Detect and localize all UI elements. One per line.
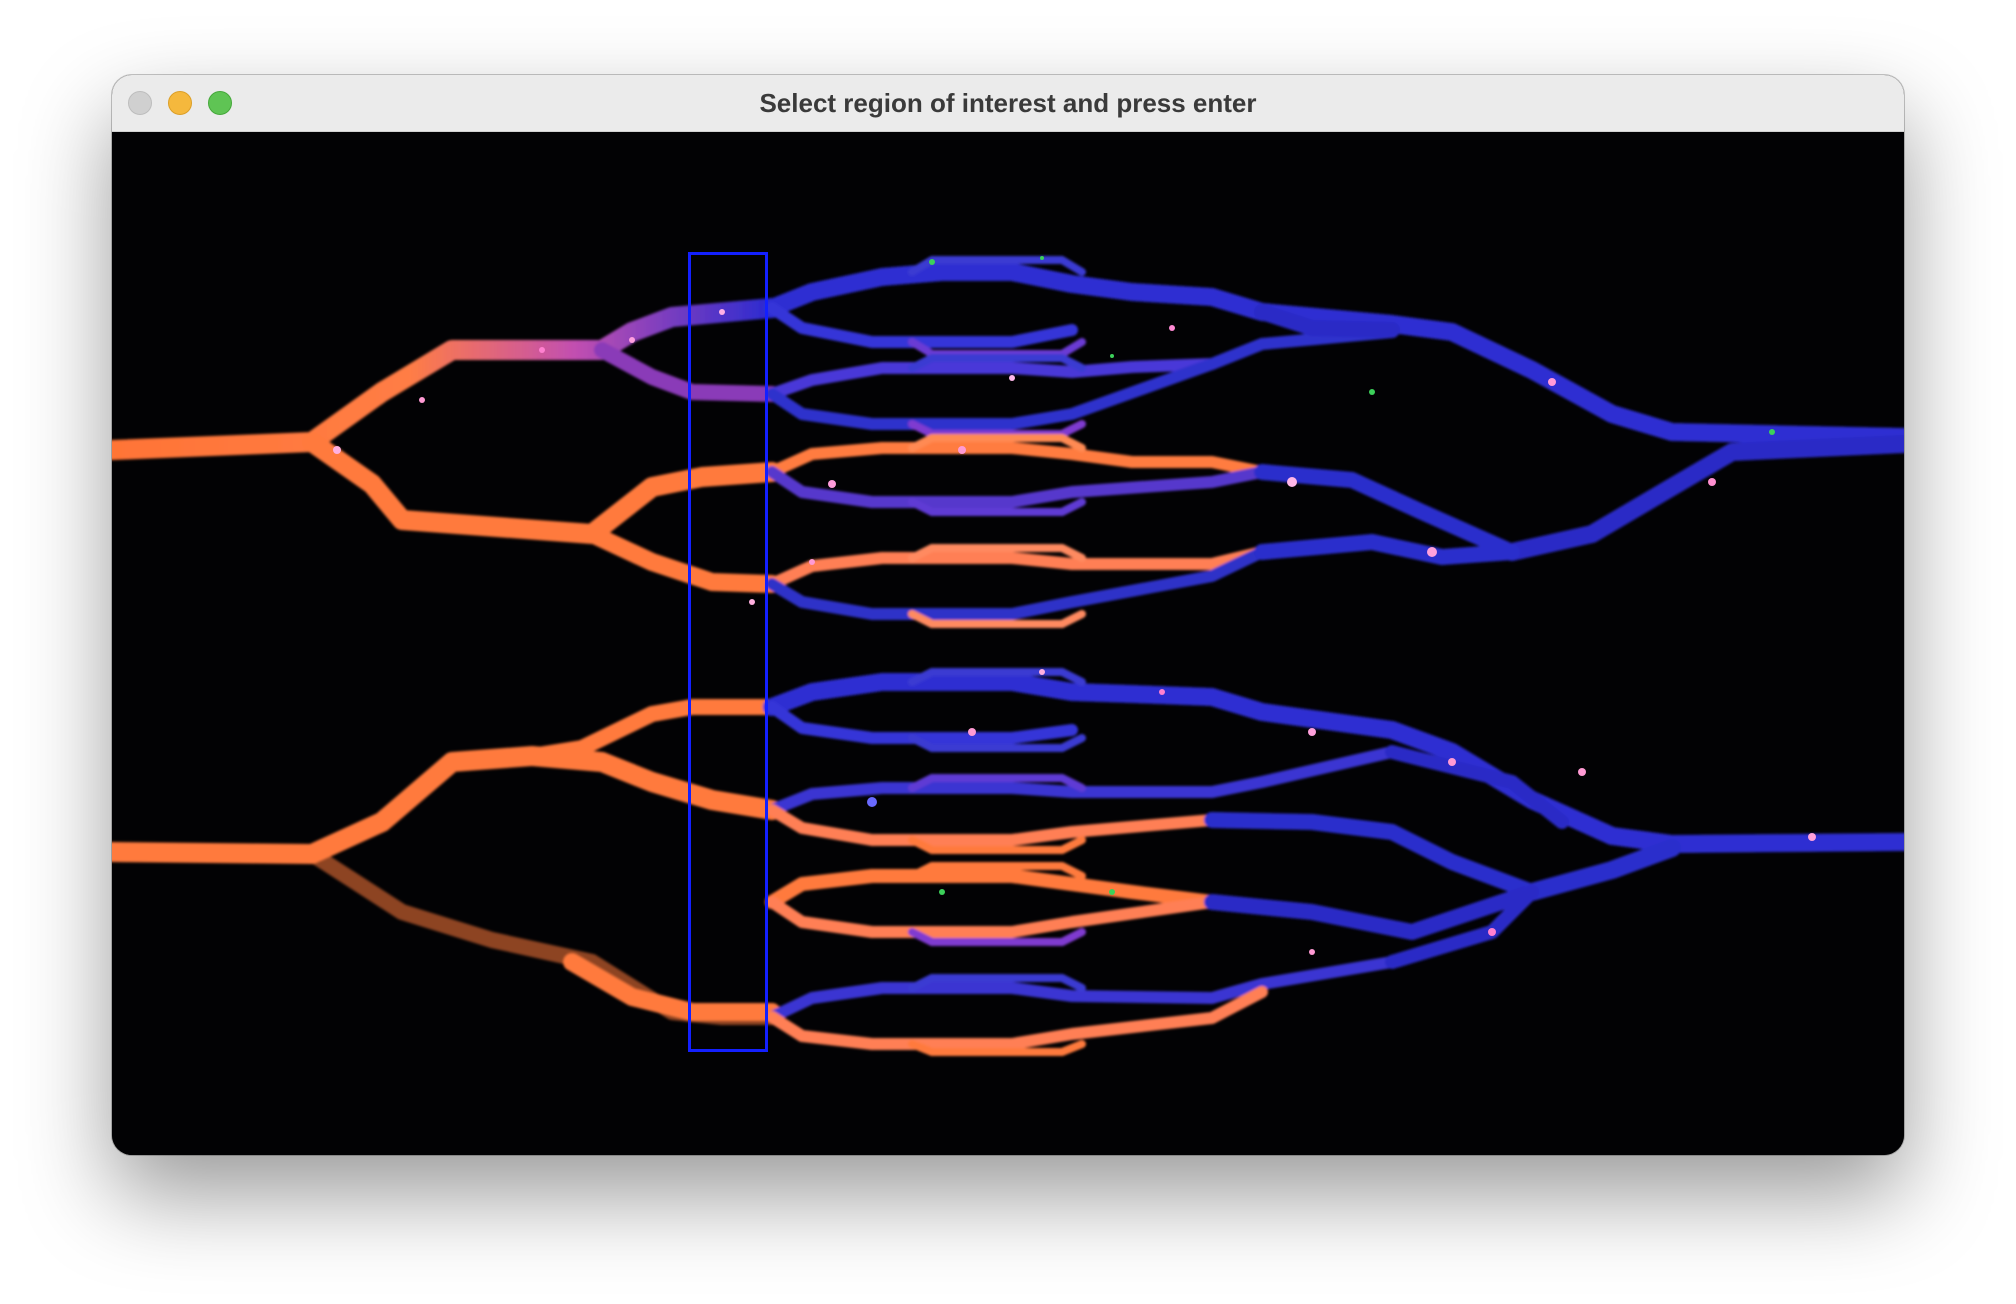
microscopy-image xyxy=(112,256,1904,1056)
roi-selection-rectangle[interactable] xyxy=(688,252,768,1052)
image-canvas[interactable] xyxy=(112,132,1904,1155)
title-bar[interactable]: Select region of interest and press ente… xyxy=(112,75,1904,132)
image-window: Select region of interest and press ente… xyxy=(112,75,1904,1155)
minimize-button-icon[interactable] xyxy=(168,91,192,115)
close-button-icon[interactable] xyxy=(128,91,152,115)
maximize-button-icon[interactable] xyxy=(208,91,232,115)
cell-speckles xyxy=(333,256,1816,955)
lower-network xyxy=(112,668,1904,1056)
window-title: Select region of interest and press ente… xyxy=(759,88,1257,118)
upper-network xyxy=(112,256,1904,628)
